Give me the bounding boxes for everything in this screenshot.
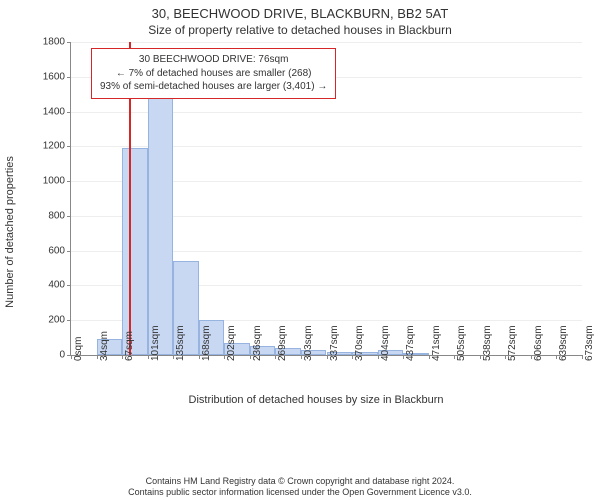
x-tick-label: 67sqm [124, 331, 135, 361]
x-tick [122, 355, 123, 359]
y-tick [67, 42, 71, 43]
x-tick-label: 303sqm [303, 325, 314, 361]
y-tick-label: 1800 [43, 37, 65, 48]
y-tick [67, 112, 71, 113]
x-tick-label: 404sqm [380, 325, 391, 361]
x-tick-label: 572sqm [507, 325, 518, 361]
gridline [71, 42, 582, 43]
info-box: 30 BEECHWOOD DRIVE: 76sqm ← 7% of detach… [91, 48, 336, 99]
page-subtitle: Size of property relative to detached ho… [0, 21, 600, 37]
y-axis-label: Number of detached properties [4, 156, 16, 308]
x-tick-label: 370sqm [354, 325, 365, 361]
y-tick-label: 1200 [43, 141, 65, 152]
y-tick-label: 1600 [43, 71, 65, 82]
y-tick-label: 800 [48, 210, 65, 221]
x-tick-label: 34sqm [99, 331, 110, 361]
x-axis-label: Distribution of detached houses by size … [42, 394, 590, 406]
chart: Number of detached properties 0200400600… [42, 42, 590, 422]
x-tick-label: 505sqm [456, 325, 467, 361]
x-tick-label: 135sqm [175, 325, 186, 361]
x-tick [378, 355, 379, 359]
plot-area: 020040060080010001200140016001800 30 BEE… [70, 42, 582, 356]
x-tick [71, 355, 72, 359]
y-tick-label: 200 [48, 315, 65, 326]
x-tick-label: 337sqm [329, 325, 340, 361]
y-tick-label: 600 [48, 245, 65, 256]
x-tick-label: 202sqm [226, 325, 237, 361]
y-tick-label: 0 [59, 350, 65, 361]
y-tick [67, 77, 71, 78]
x-tick [250, 355, 251, 359]
y-tick-label: 1400 [43, 106, 65, 117]
y-tick [67, 320, 71, 321]
y-tick-label: 1000 [43, 176, 65, 187]
x-tick-label: 236sqm [252, 325, 263, 361]
y-tick-label: 400 [48, 280, 65, 291]
x-tick [352, 355, 353, 359]
x-tick-label: 639sqm [558, 325, 569, 361]
y-tick [67, 251, 71, 252]
y-tick [67, 181, 71, 182]
x-tick-label: 101sqm [150, 325, 161, 361]
x-tick [429, 355, 430, 359]
histogram-bar [148, 94, 174, 355]
x-tick-label: 673sqm [584, 325, 595, 361]
x-tick [480, 355, 481, 359]
x-tick-label: 269sqm [277, 325, 288, 361]
y-tick [67, 146, 71, 147]
x-tick-label: 471sqm [431, 325, 442, 361]
x-tick [582, 355, 583, 359]
x-tick-label: 606sqm [533, 325, 544, 361]
x-tick [148, 355, 149, 359]
x-tick-label: 168sqm [201, 325, 212, 361]
x-tick-label: 0sqm [73, 337, 84, 361]
x-tick [531, 355, 532, 359]
histogram-bar [122, 148, 148, 355]
x-tick-label: 437sqm [405, 325, 416, 361]
x-tick [199, 355, 200, 359]
x-tick [403, 355, 404, 359]
y-tick [67, 285, 71, 286]
footer-line: Contains HM Land Registry data © Crown c… [0, 476, 600, 487]
footer-line: Contains public sector information licen… [0, 487, 600, 498]
y-tick [67, 216, 71, 217]
info-line: 30 BEECHWOOD DRIVE: 76sqm [100, 53, 327, 67]
x-tick [327, 355, 328, 359]
x-tick [97, 355, 98, 359]
info-line: ← 7% of detached houses are smaller (268… [100, 67, 327, 81]
info-line: 93% of semi-detached houses are larger (… [100, 80, 327, 94]
x-tick-label: 538sqm [482, 325, 493, 361]
x-tick [301, 355, 302, 359]
footer: Contains HM Land Registry data © Crown c… [0, 476, 600, 499]
page-title: 30, BEECHWOOD DRIVE, BLACKBURN, BB2 5AT [0, 0, 600, 21]
